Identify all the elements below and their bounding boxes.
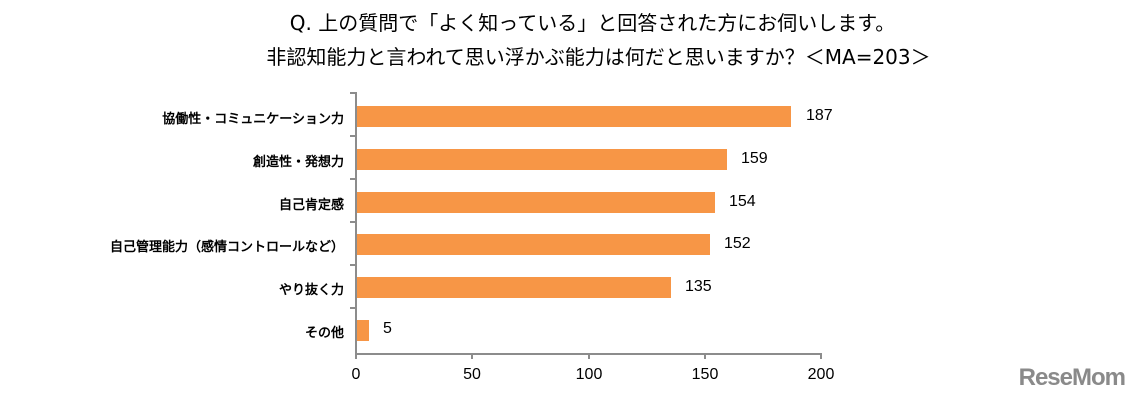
x-tick-label: 100 (575, 366, 603, 383)
value-label: 5 (383, 320, 392, 337)
y-tick (350, 178, 356, 180)
y-tick (350, 221, 356, 223)
x-tick (471, 353, 473, 359)
x-tick (704, 353, 706, 359)
x-tick-label: 0 (351, 366, 361, 383)
x-tick-label: 50 (463, 366, 481, 383)
value-label: 159 (741, 150, 768, 167)
category-label: やり抜く力 (278, 283, 344, 298)
x-tick (355, 353, 357, 359)
y-axis-line (355, 92, 357, 355)
value-label: 152 (724, 235, 751, 252)
bar (357, 234, 710, 255)
bar (357, 192, 715, 213)
chart-title-line1: Q. 上の質問で「よく知っている」と回答された方にお伺いします。 (289, 11, 896, 35)
x-tick-label: 150 (691, 366, 719, 383)
category-label: 創造性・発想力 (252, 155, 344, 170)
bar (357, 106, 791, 127)
value-label: 135 (685, 278, 712, 295)
x-tick (820, 353, 822, 359)
bar (357, 320, 369, 341)
value-label: 154 (729, 193, 756, 210)
y-tick (350, 264, 356, 266)
category-label: 自己管理能力（感情コントロールなど） (109, 240, 344, 255)
x-tick-label: 200 (807, 366, 835, 383)
y-tick (350, 307, 356, 309)
bar (357, 149, 727, 170)
chart-title-line2: 非認知能力と言われて思い浮かぶ能力は何だと思いますか？＜MA=203＞ (266, 45, 931, 69)
resemom-logo: ReseMom (1018, 364, 1126, 391)
category-label: 協働性・コミュニケーション力 (162, 112, 344, 127)
category-label: 自己肯定感 (278, 198, 344, 213)
y-tick (350, 92, 356, 94)
x-tick (588, 353, 590, 359)
bar (357, 277, 671, 298)
category-label: その他 (304, 326, 344, 341)
value-label: 187 (806, 107, 833, 124)
y-tick (350, 135, 356, 137)
